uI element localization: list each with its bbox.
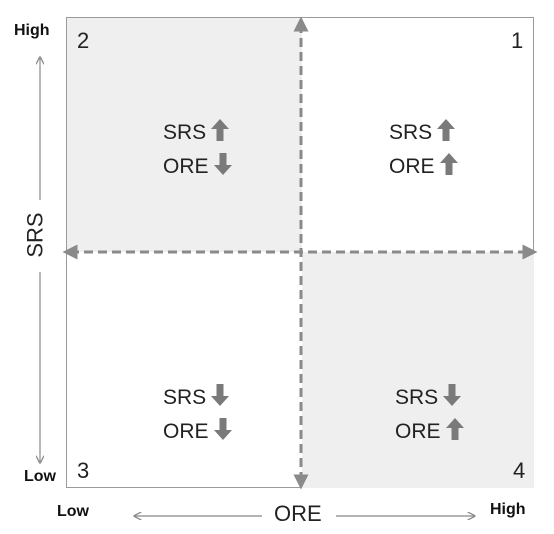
quadrant-2-content: SRS ORE [163,116,283,184]
quadrant-1-srs-label: SRS [389,121,433,144]
quadrant-3-ore-label: ORE [163,420,209,443]
x-axis-title: ORE [274,501,322,526]
quadrant-3-srs-arrow-icon [206,383,230,413]
quadrant-3-srs-label: SRS [163,386,207,409]
quadrant-3-srs: SRS [163,381,283,415]
y-axis-low-label: Low [24,468,56,485]
quadrant-4-ore-label: ORE [395,420,441,443]
quadrant-2-srs-label: SRS [163,121,207,144]
quadrant-4-srs-label: SRS [395,386,439,409]
quadrant-3-number: 3 [77,458,90,483]
quadrant-2-srs: SRS [163,116,283,150]
quadrant-2-ore: ORE [163,150,283,184]
quadrant-2-ore-label: ORE [163,155,209,178]
quadrant-4-srs: SRS [395,381,515,415]
quadrant-1-srs-arrow-icon [432,118,456,148]
quadrant-1-ore-label: ORE [389,155,435,178]
quadrant-1-srs: SRS [389,116,509,150]
quadrant-1-ore: ORE [389,150,509,184]
y-axis-high-label: High [14,22,50,39]
x-axis-low-label: Low [57,503,89,520]
quadrant-2-number: 2 [77,28,90,53]
quadrant-2-srs-arrow-icon [206,118,230,148]
quadrant-3-ore: ORE [163,415,283,449]
quadrant-4-shade [302,252,534,488]
quadrant-4-content: SRS ORE [395,381,515,449]
quadrant-2-shade [67,18,302,252]
quadrant-1-ore-arrow-icon [435,152,459,182]
quadrant-1-content: SRS ORE [389,116,509,184]
quadrant-4-number: 4 [513,458,526,483]
quadrant-4-ore-arrow-icon [441,417,465,447]
x-axis-high-label: High [490,501,526,518]
quadrant-4-ore: ORE [395,415,515,449]
quadrant-3-ore-arrow-icon [209,417,233,447]
quadrant-3-content: SRS ORE [163,381,283,449]
quadrant-2-ore-arrow-icon [209,152,233,182]
quadrant-1-number: 1 [511,28,524,53]
quadrant-4-srs-arrow-icon [438,383,462,413]
